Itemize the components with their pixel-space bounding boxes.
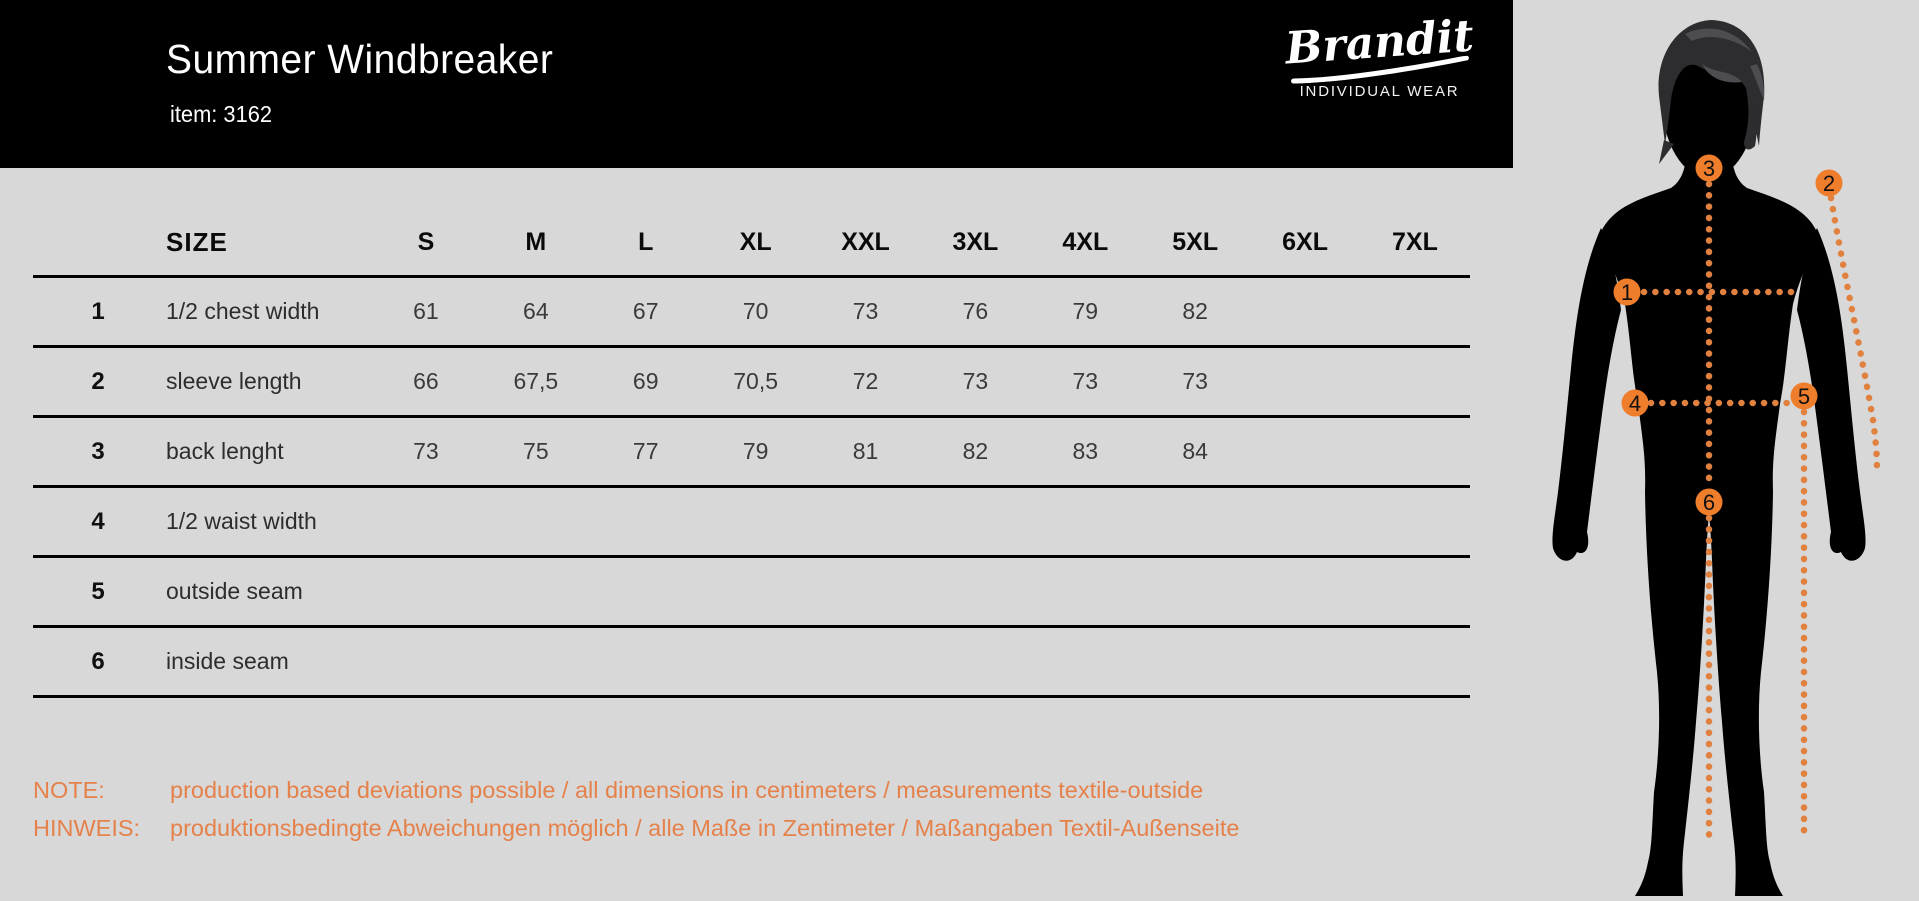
table-header-row: SIZE S M L XL XXL 3XL 4XL 5XL 6XL 7XL — [33, 210, 1470, 278]
right-arm — [1797, 228, 1866, 561]
measurement-markers: 1 2 3 4 5 6 — [1613, 154, 1843, 516]
column-header: 5XL — [1172, 228, 1219, 256]
male-silhouette — [1552, 20, 1866, 896]
column-header: 4XL — [1062, 228, 1109, 256]
note-english-text: production based deviations possible / a… — [170, 777, 1204, 803]
size-value: 76 — [962, 298, 989, 324]
size-value: 61 — [413, 298, 439, 324]
size-figure-illustration: 1 2 3 4 5 6 — [1552, 20, 1881, 896]
hair-highlight-top — [1685, 28, 1752, 52]
column-header: M — [525, 228, 547, 256]
size-value: 79 — [1072, 298, 1099, 324]
item-number: item: 3162 — [170, 101, 273, 127]
size-value: 70 — [742, 298, 769, 324]
column-header: L — [638, 228, 654, 256]
size-value: 66 — [413, 368, 439, 394]
marker-4-number: 4 — [1629, 391, 1641, 416]
table-row: 1 1/2 chest width 61 64 67 70 73 76 79 82 — [33, 278, 1470, 348]
hair-highlight-side — [1750, 64, 1765, 100]
size-value: 72 — [852, 368, 879, 394]
column-header: XXL — [841, 228, 890, 256]
size-value: 73 — [413, 438, 439, 464]
row-number: 3 — [91, 437, 105, 465]
measurement-marker-6: 6 — [1695, 488, 1723, 516]
hair — [1658, 20, 1765, 146]
marker-5-number: 5 — [1798, 384, 1810, 409]
size-value: 67,5 — [513, 368, 559, 394]
size-value: 79 — [742, 438, 769, 464]
measurement-label: inside seam — [166, 648, 289, 674]
hair-highlight-fringe — [1702, 64, 1742, 83]
size-value: 64 — [523, 298, 549, 324]
note-english: NOTE: production based deviations possibl… — [33, 771, 1239, 809]
size-value: 73 — [1072, 368, 1099, 394]
table-row: 3 back lenght 73 75 77 79 81 82 83 84 — [33, 418, 1470, 488]
column-header: S — [417, 228, 435, 256]
measurement-label: outside seam — [166, 578, 303, 604]
size-value: 82 — [1182, 298, 1208, 324]
size-value: 82 — [962, 438, 989, 464]
size-value: 81 — [852, 438, 879, 464]
table-row: 5 outside seam — [33, 558, 1470, 628]
hair-sideburn-spike — [1659, 140, 1674, 164]
note-english-label: NOTE: — [33, 777, 105, 803]
row-number: 6 — [91, 647, 105, 675]
table-row: 6 inside seam — [33, 628, 1470, 698]
figure-wrap: 1 2 3 4 5 6 — [1513, 0, 1919, 896]
note-german-label: HINWEIS: — [33, 815, 141, 841]
note-german: HINWEIS: produktionsbedingte Abweichungen… — [33, 809, 1239, 847]
size-value: 69 — [632, 368, 659, 394]
logo-underline-swoosh — [1290, 55, 1469, 84]
size-value: 73 — [852, 298, 879, 324]
brand-logo: Brandit INDIVIDUAL WEAR — [1282, 10, 1477, 101]
table-row: 2 sleeve length 66 67,5 69 70,5 72 73 73 73 — [33, 348, 1470, 418]
size-value: 70,5 — [733, 368, 778, 394]
page-title: Summer Windbreaker — [166, 36, 554, 82]
measurement-lines — [1640, 180, 1881, 842]
marker-1-number: 1 — [1621, 280, 1633, 305]
column-header: 3XL — [952, 228, 999, 256]
left-arm — [1552, 228, 1621, 561]
measurement-label: 1/2 waist width — [166, 508, 317, 534]
header-band: Summer Windbreaker item: 3162 Brandit IN… — [0, 0, 1513, 168]
measurement-marker-5: 5 — [1790, 382, 1818, 410]
torso-and-legs — [1601, 148, 1817, 896]
size-value: 67 — [632, 298, 659, 324]
table-row: 4 1/2 waist width — [33, 488, 1470, 558]
row-number: 2 — [91, 367, 105, 395]
size-value: 83 — [1072, 438, 1099, 464]
column-header: XL — [739, 228, 772, 256]
column-header: 6XL — [1282, 228, 1328, 256]
size-value: 77 — [632, 438, 659, 464]
marker-3-number: 3 — [1703, 156, 1715, 181]
marker-6-number: 6 — [1703, 490, 1715, 515]
brand-tagline: INDIVIDUAL WEAR — [1299, 83, 1460, 101]
note-german-text: produktionsbedingte Abweichungen möglich… — [170, 815, 1240, 841]
notes: NOTE: production based deviations possibl… — [33, 771, 1239, 847]
size-value: 73 — [962, 368, 989, 394]
measurement-marker-4: 4 — [1621, 389, 1649, 417]
row-number: 5 — [91, 577, 105, 605]
size-value: 84 — [1182, 438, 1208, 464]
row-number: 1 — [91, 297, 105, 325]
measurement-label: back lenght — [166, 438, 284, 464]
column-header: 7XL — [1392, 228, 1438, 256]
measurement-label: sleeve length — [166, 368, 302, 394]
measurement-marker-1: 1 — [1613, 278, 1641, 306]
measurement-marker-3: 3 — [1695, 154, 1723, 182]
size-value: 73 — [1182, 368, 1208, 394]
marker-2-number: 2 — [1823, 171, 1835, 196]
size-column-header: SIZE — [166, 227, 228, 257]
row-number: 4 — [91, 507, 105, 535]
size-value: 75 — [523, 438, 549, 464]
size-table: SIZE S M L XL XXL 3XL 4XL 5XL 6XL 7XL 1 1/2 chest wi… — [33, 210, 1470, 698]
hair-cheek-lock — [1744, 88, 1757, 150]
measurement-marker-2: 2 — [1815, 169, 1843, 197]
measurement-label: 1/2 chest width — [166, 298, 320, 324]
